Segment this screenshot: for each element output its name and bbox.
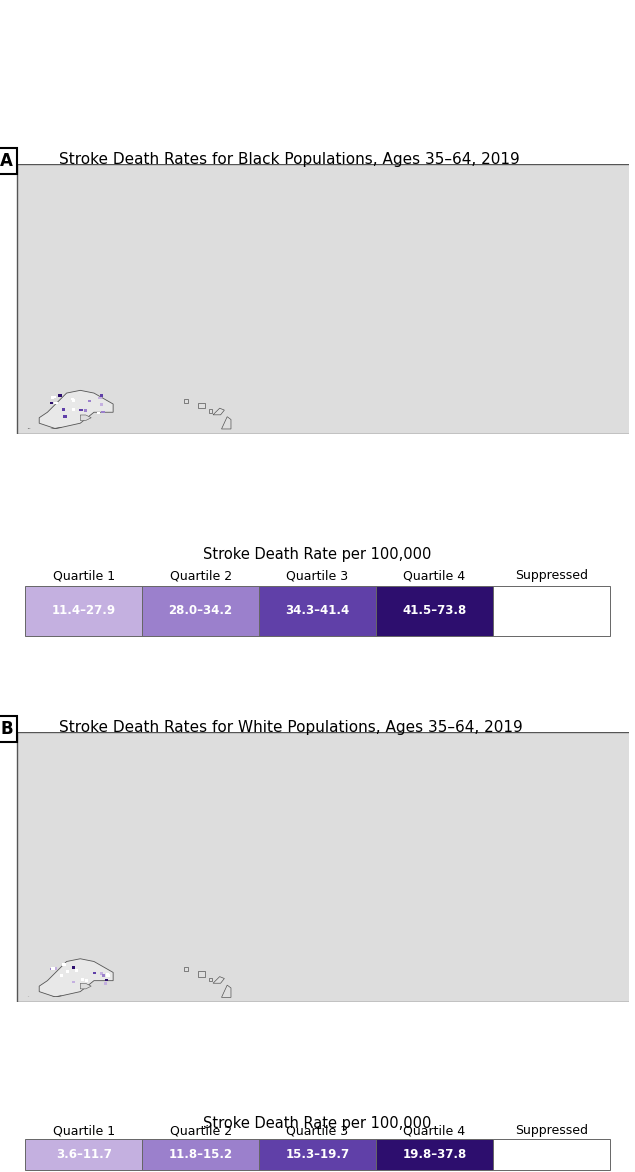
Text: Suppressed: Suppressed — [515, 570, 587, 582]
Text: Quartile 3: Quartile 3 — [286, 570, 349, 582]
Text: 15.3–19.7: 15.3–19.7 — [286, 1149, 349, 1161]
Text: Stroke Death Rate per 100,000: Stroke Death Rate per 100,000 — [203, 547, 432, 563]
Bar — [25, 1139, 142, 1171]
Text: Quartile 2: Quartile 2 — [170, 1124, 232, 1137]
Bar — [142, 586, 259, 636]
Bar — [142, 1139, 259, 1171]
Text: Suppressed: Suppressed — [515, 1124, 587, 1137]
Bar — [493, 586, 610, 636]
Text: Stroke Death Rates for Black Populations, Ages 35–64, 2019: Stroke Death Rates for Black Populations… — [59, 152, 520, 166]
Text: Quartile 1: Quartile 1 — [53, 570, 115, 582]
Text: A: A — [0, 152, 13, 170]
Bar — [493, 1139, 610, 1171]
Bar — [259, 1139, 376, 1171]
Text: Quartile 1: Quartile 1 — [53, 1124, 115, 1137]
Text: B: B — [0, 721, 13, 738]
Bar — [25, 586, 142, 636]
Text: 19.8–37.8: 19.8–37.8 — [402, 1149, 467, 1161]
Text: 28.0–34.2: 28.0–34.2 — [169, 605, 232, 618]
Bar — [376, 586, 493, 636]
Text: 11.4–27.9: 11.4–27.9 — [52, 605, 116, 618]
Text: Quartile 3: Quartile 3 — [286, 1124, 349, 1137]
Bar — [259, 586, 376, 636]
Text: 11.8–15.2: 11.8–15.2 — [169, 1149, 232, 1161]
Text: 34.3–41.4: 34.3–41.4 — [285, 605, 350, 618]
Bar — [376, 1139, 493, 1171]
Text: Quartile 4: Quartile 4 — [403, 1124, 465, 1137]
Text: Stroke Death Rate per 100,000: Stroke Death Rate per 100,000 — [203, 1116, 432, 1131]
Text: Quartile 4: Quartile 4 — [403, 570, 465, 582]
Text: Quartile 2: Quartile 2 — [170, 570, 232, 582]
Text: 41.5–73.8: 41.5–73.8 — [402, 605, 467, 618]
Text: 3.6–11.7: 3.6–11.7 — [56, 1149, 112, 1161]
Text: Stroke Death Rates for White Populations, Ages 35–64, 2019: Stroke Death Rates for White Populations… — [59, 721, 523, 735]
